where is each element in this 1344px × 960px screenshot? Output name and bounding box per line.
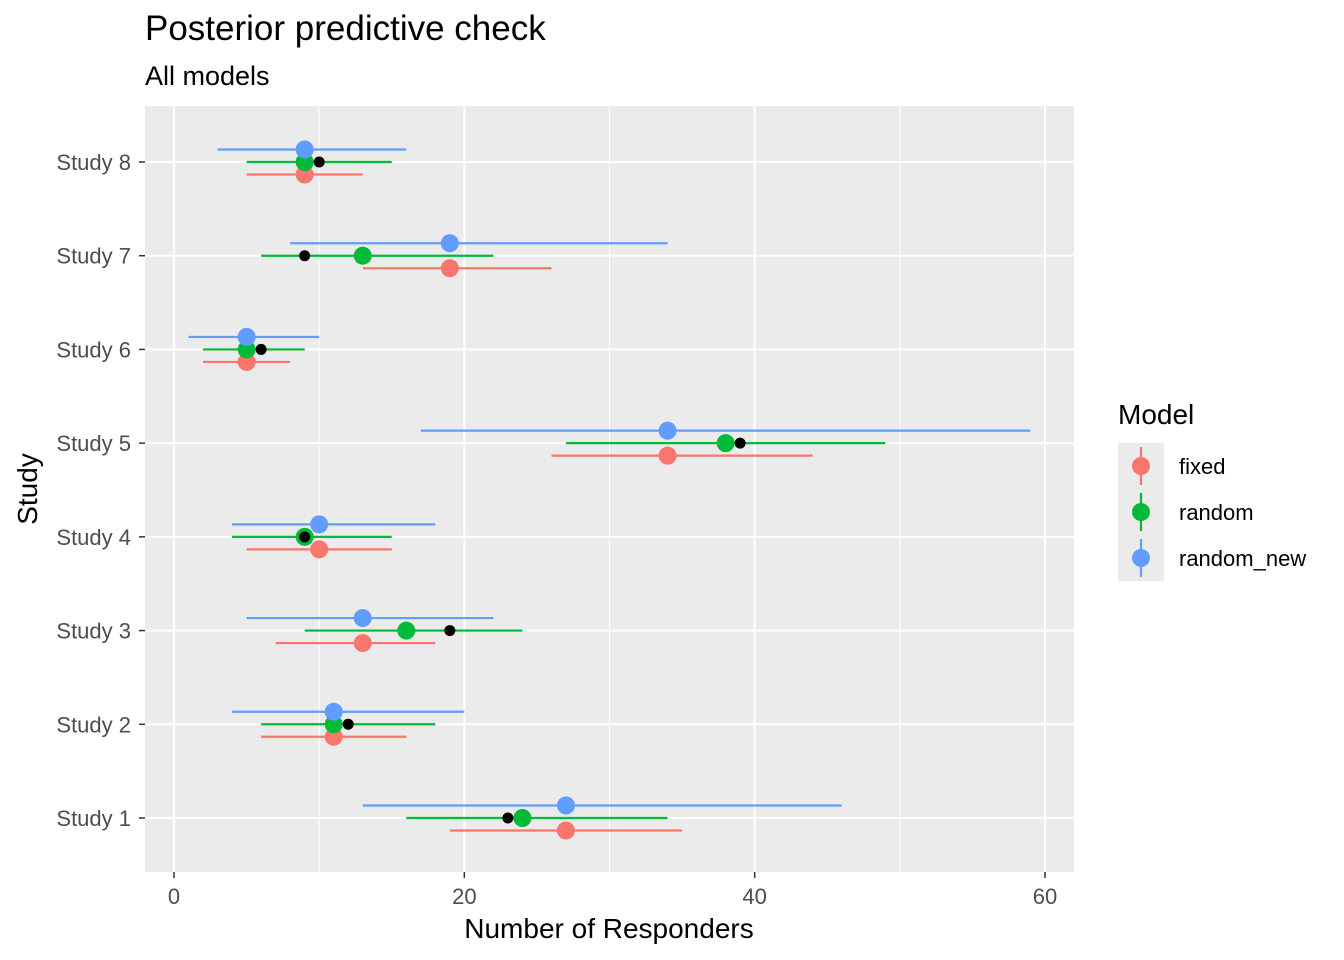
point-fixed (310, 540, 329, 559)
legend-label: random (1179, 500, 1254, 525)
point-random_new (237, 327, 256, 346)
legend-title: Model (1118, 399, 1194, 430)
point-random_new (556, 796, 575, 815)
observed-point (313, 156, 325, 168)
point-fixed (237, 352, 256, 371)
point-random_new (658, 421, 677, 440)
series-fixed (203, 165, 813, 840)
point-random_new (324, 702, 343, 721)
x-tick-label: 40 (742, 884, 766, 909)
point-fixed (440, 259, 459, 278)
y-axis-title: Study (12, 453, 43, 525)
observed-point (342, 718, 354, 730)
legend-key-point (1132, 549, 1150, 567)
observed-point (299, 531, 311, 543)
legend-key-point (1132, 457, 1150, 475)
legend-key-point (1132, 503, 1150, 521)
y-tick-label: Study 6 (56, 337, 131, 362)
point-random_new (295, 140, 314, 159)
point-random (353, 246, 372, 265)
x-tick-label: 20 (452, 884, 476, 909)
x-tick-label: 0 (168, 884, 180, 909)
point-random_new (440, 234, 459, 253)
y-tick-label: Study 2 (56, 712, 131, 737)
legend-label: fixed (1179, 454, 1225, 479)
observed-point (299, 250, 311, 262)
axes: 0 20 40 60 Study 1 Study 2 Study 3 Study 4 Study… (56, 150, 1057, 909)
observed-point (502, 812, 514, 824)
point-fixed (353, 634, 372, 653)
y-tick-label: Study 4 (56, 525, 131, 550)
y-tick-label: Study 5 (56, 431, 131, 456)
observed-point (255, 343, 267, 355)
point-fixed (295, 165, 314, 184)
point-random (716, 434, 735, 453)
point-random (237, 340, 256, 359)
y-tick-label: Study 7 (56, 244, 131, 269)
point-random (324, 715, 343, 734)
x-axis-title: Number of Responders (464, 913, 753, 944)
point-random_new (310, 515, 329, 534)
chart-title: Posterior predictive check (145, 9, 546, 48)
observed-point (734, 437, 746, 449)
observed-point (444, 625, 456, 637)
y-tick-label: Study 1 (56, 806, 131, 831)
series-layer (188, 140, 1031, 840)
x-tick-label: 60 (1033, 884, 1057, 909)
series-random_new (188, 140, 1031, 815)
point-fixed (556, 821, 575, 840)
series-observed (255, 156, 746, 824)
chart-subtitle: All models (145, 61, 270, 91)
legend: Model fixed random random_new (1118, 399, 1306, 581)
point-random (397, 621, 416, 640)
y-tick-label: Study 3 (56, 619, 131, 644)
point-random (513, 809, 532, 827)
point-fixed (658, 446, 677, 465)
legend-label: random_new (1179, 546, 1306, 571)
point-random (295, 153, 314, 171)
point-fixed (324, 727, 343, 746)
y-tick-label: Study 8 (56, 150, 131, 175)
point-random_new (353, 609, 372, 628)
